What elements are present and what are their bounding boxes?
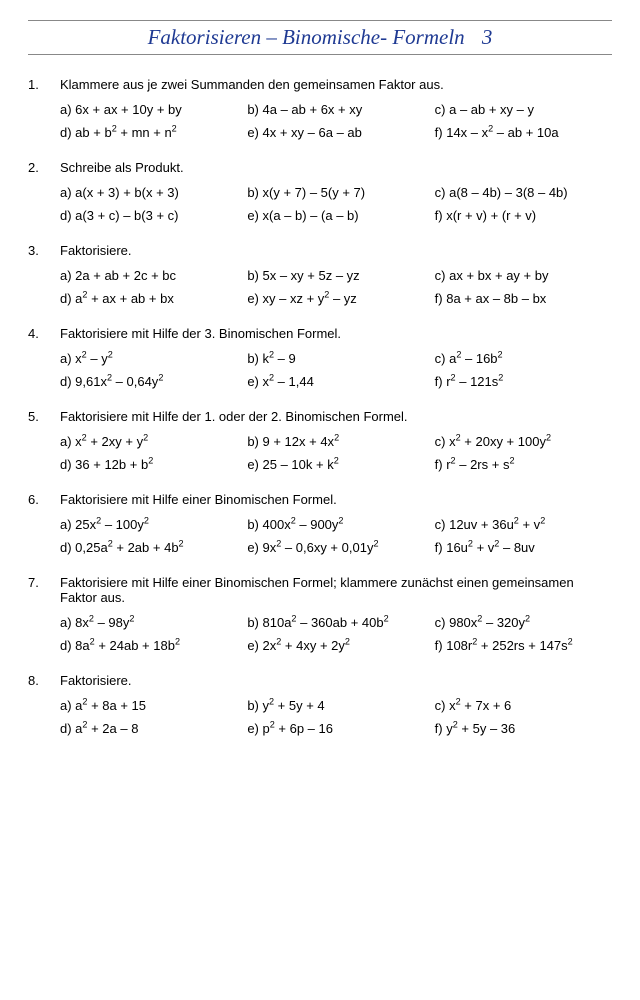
problem-item: b) 5x – xy + 5z – yz [247,268,424,283]
problem: 7.Faktorisiere mit Hilfe einer Binomisch… [28,575,612,653]
problem-item: e) p2 + 6p – 16 [247,721,424,736]
problem-item: c) x2 + 7x + 6 [435,698,612,713]
problem-text: Faktorisiere mit Hilfe der 1. oder der 2… [60,409,612,424]
problem-item: d) 8a2 + 24ab + 18b2 [60,638,237,653]
problem-text: Faktorisiere mit Hilfe der 3. Binomische… [60,326,612,341]
problem-item: d) 36 + 12b + b2 [60,457,237,472]
problem: 4.Faktorisiere mit Hilfe der 3. Binomisc… [28,326,612,389]
worksheet-header: Faktorisieren – Binomische- Formeln 3 [28,20,612,55]
problem-item: a) x2 – y2 [60,351,237,366]
problem-text: Faktorisiere mit Hilfe einer Binomischen… [60,575,612,605]
problem-item: a) a(x + 3) + b(x + 3) [60,185,237,200]
page-number: 3 [482,25,493,49]
problem-item: f) r2 – 2rs + s2 [435,457,612,472]
problem-items: a) 6x + ax + 10y + by b) 4a – ab + 6x + x… [60,102,612,140]
problem-item: d) ab + b2 + mn + n2 [60,125,237,140]
problem-item: e) x(a – b) – (a – b) [247,208,424,223]
problem-text: Faktorisiere. [60,673,612,688]
problem-items: a) a2 + 8a + 15 b) y2 + 5y + 4 c) x2 + 7x … [60,698,612,736]
problem-number: 7. [28,575,60,590]
problem-item: c) a2 – 16b2 [435,351,612,366]
problem-items: a) 2a + ab + 2c + bc b) 5x – xy + 5z – yz… [60,268,612,306]
problem-item: e) xy – xz + y2 – yz [247,291,424,306]
problem-item: e) 4x + xy – 6a – ab [247,125,424,140]
problem: 3.Faktorisiere. a) 2a + ab + 2c + bc b) 5x… [28,243,612,306]
problem-item: c) a(8 – 4b) – 3(8 – 4b) [435,185,612,200]
problem-item: c) a – ab + xy – y [435,102,612,117]
problem: 2.Schreibe als Produkt. a) a(x + 3) + b(x… [28,160,612,223]
problem-item: f) y2 + 5y – 36 [435,721,612,736]
problem-text: Faktorisiere. [60,243,612,258]
problem-item: d) a(3 + c) – b(3 + c) [60,208,237,223]
problem-item: d) 0,25a2 + 2ab + 4b2 [60,540,237,555]
problem-items: a) 8x2 – 98y2 b) 810a2 – 360ab + 40b2 c) 9… [60,615,612,653]
problem-item: d) a2 + ax + ab + bx [60,291,237,306]
problem-item: c) 980x2 – 320y2 [435,615,612,630]
problem-item: b) 400x2 – 900y2 [247,517,424,532]
problem-item: b) x(y + 7) – 5(y + 7) [247,185,424,200]
problem-item: a) 6x + ax + 10y + by [60,102,237,117]
problem: 6.Faktorisiere mit Hilfe einer Binomisch… [28,492,612,555]
problem-items: a) a(x + 3) + b(x + 3) b) x(y + 7) – 5(y … [60,185,612,223]
problem-item: a) a2 + 8a + 15 [60,698,237,713]
problem-items: a) 25x2 – 100y2 b) 400x2 – 900y2 c) 12uv +… [60,517,612,555]
worksheet-title: Faktorisieren – Binomische- Formeln [148,25,465,49]
problem-item: d) 9,61x2 – 0,64y2 [60,374,237,389]
problem-item: b) 810a2 – 360ab + 40b2 [247,615,424,630]
problem-item: e) 2x2 + 4xy + 2y2 [247,638,424,653]
problem-item: a) 8x2 – 98y2 [60,615,237,630]
problem-item: a) 25x2 – 100y2 [60,517,237,532]
problem-item: f) 16u2 + v2 – 8uv [435,540,612,555]
problem-number: 3. [28,243,60,258]
problem-item: f) 14x – x2 – ab + 10a [435,125,612,140]
problem-item: b) 4a – ab + 6x + xy [247,102,424,117]
problem-item: e) 9x2 – 0,6xy + 0,01y2 [247,540,424,555]
problem-number: 1. [28,77,60,92]
problem-item: a) x2 + 2xy + y2 [60,434,237,449]
problem-item: c) 12uv + 36u2 + v2 [435,517,612,532]
problem-number: 2. [28,160,60,175]
problem-item: e) 25 – 10k + k2 [247,457,424,472]
problem-item: f) 8a + ax – 8b – bx [435,291,612,306]
problem-text: Faktorisiere mit Hilfe einer Binomischen… [60,492,612,507]
problem-item: c) ax + bx + ay + by [435,268,612,283]
problem-text: Schreibe als Produkt. [60,160,612,175]
problem: 1.Klammere aus je zwei Summanden den gem… [28,77,612,140]
problem-item: d) a2 + 2a – 8 [60,721,237,736]
problem-item: b) y2 + 5y + 4 [247,698,424,713]
problem-number: 8. [28,673,60,688]
problem-items: a) x2 + 2xy + y2 b) 9 + 12x + 4x2 c) x2 + … [60,434,612,472]
problem-number: 6. [28,492,60,507]
problem-item: f) r2 – 121s2 [435,374,612,389]
problem-number: 4. [28,326,60,341]
problem-text: Klammere aus je zwei Summanden den gemei… [60,77,612,92]
problem-item: b) 9 + 12x + 4x2 [247,434,424,449]
problem-number: 5. [28,409,60,424]
problem-item: c) x2 + 20xy + 100y2 [435,434,612,449]
problem-items: a) x2 – y2 b) k2 – 9 c) a2 – 16b2 d) 9,61x2… [60,351,612,389]
problem-item: e) x2 – 1,44 [247,374,424,389]
problem: 5.Faktorisiere mit Hilfe der 1. oder der… [28,409,612,472]
problem-item: f) 108r2 + 252rs + 147s2 [435,638,612,653]
problem-item: b) k2 – 9 [247,351,424,366]
problem-item: a) 2a + ab + 2c + bc [60,268,237,283]
problem-item: f) x(r + v) + (r + v) [435,208,612,223]
problem: 8.Faktorisiere. a) a2 + 8a + 15 b) y2 + 5y… [28,673,612,736]
